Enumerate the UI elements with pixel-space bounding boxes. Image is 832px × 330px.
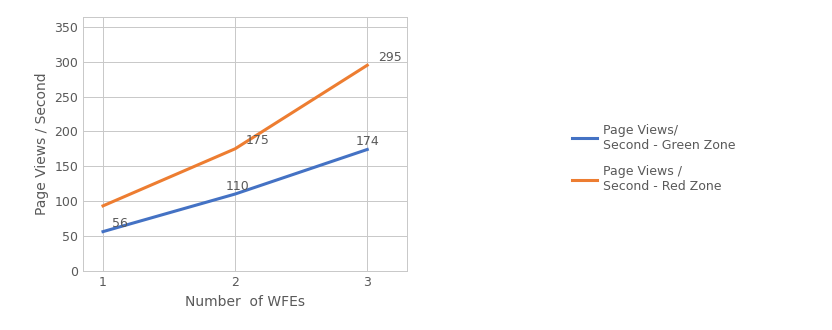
Line: Page Views /
Second - Red Zone: Page Views / Second - Red Zone	[103, 65, 367, 206]
Page Views /
Second - Red Zone	[98, 204, 108, 208]
Text: 295: 295	[378, 51, 402, 64]
Page Views/
Second - Green Zone	[362, 148, 372, 151]
X-axis label: Number  of WFEs: Number of WFEs	[185, 295, 305, 309]
Line: Page Views/
Second - Green Zone: Page Views/ Second - Green Zone	[103, 149, 367, 232]
Page Views/
Second - Green Zone	[230, 192, 240, 196]
Text: 110: 110	[225, 180, 250, 193]
Page Views /
Second - Red Zone	[230, 147, 240, 151]
Text: 175: 175	[245, 134, 270, 148]
Page Views /
Second - Red Zone	[362, 63, 372, 67]
Text: 56: 56	[112, 217, 128, 230]
Text: 174: 174	[355, 135, 379, 148]
Page Views/
Second - Green Zone	[98, 230, 108, 234]
Y-axis label: Page Views / Second: Page Views / Second	[35, 72, 49, 215]
Legend: Page Views/
Second - Green Zone, Page Views /
Second - Red Zone: Page Views/ Second - Green Zone, Page Vi…	[568, 120, 739, 197]
